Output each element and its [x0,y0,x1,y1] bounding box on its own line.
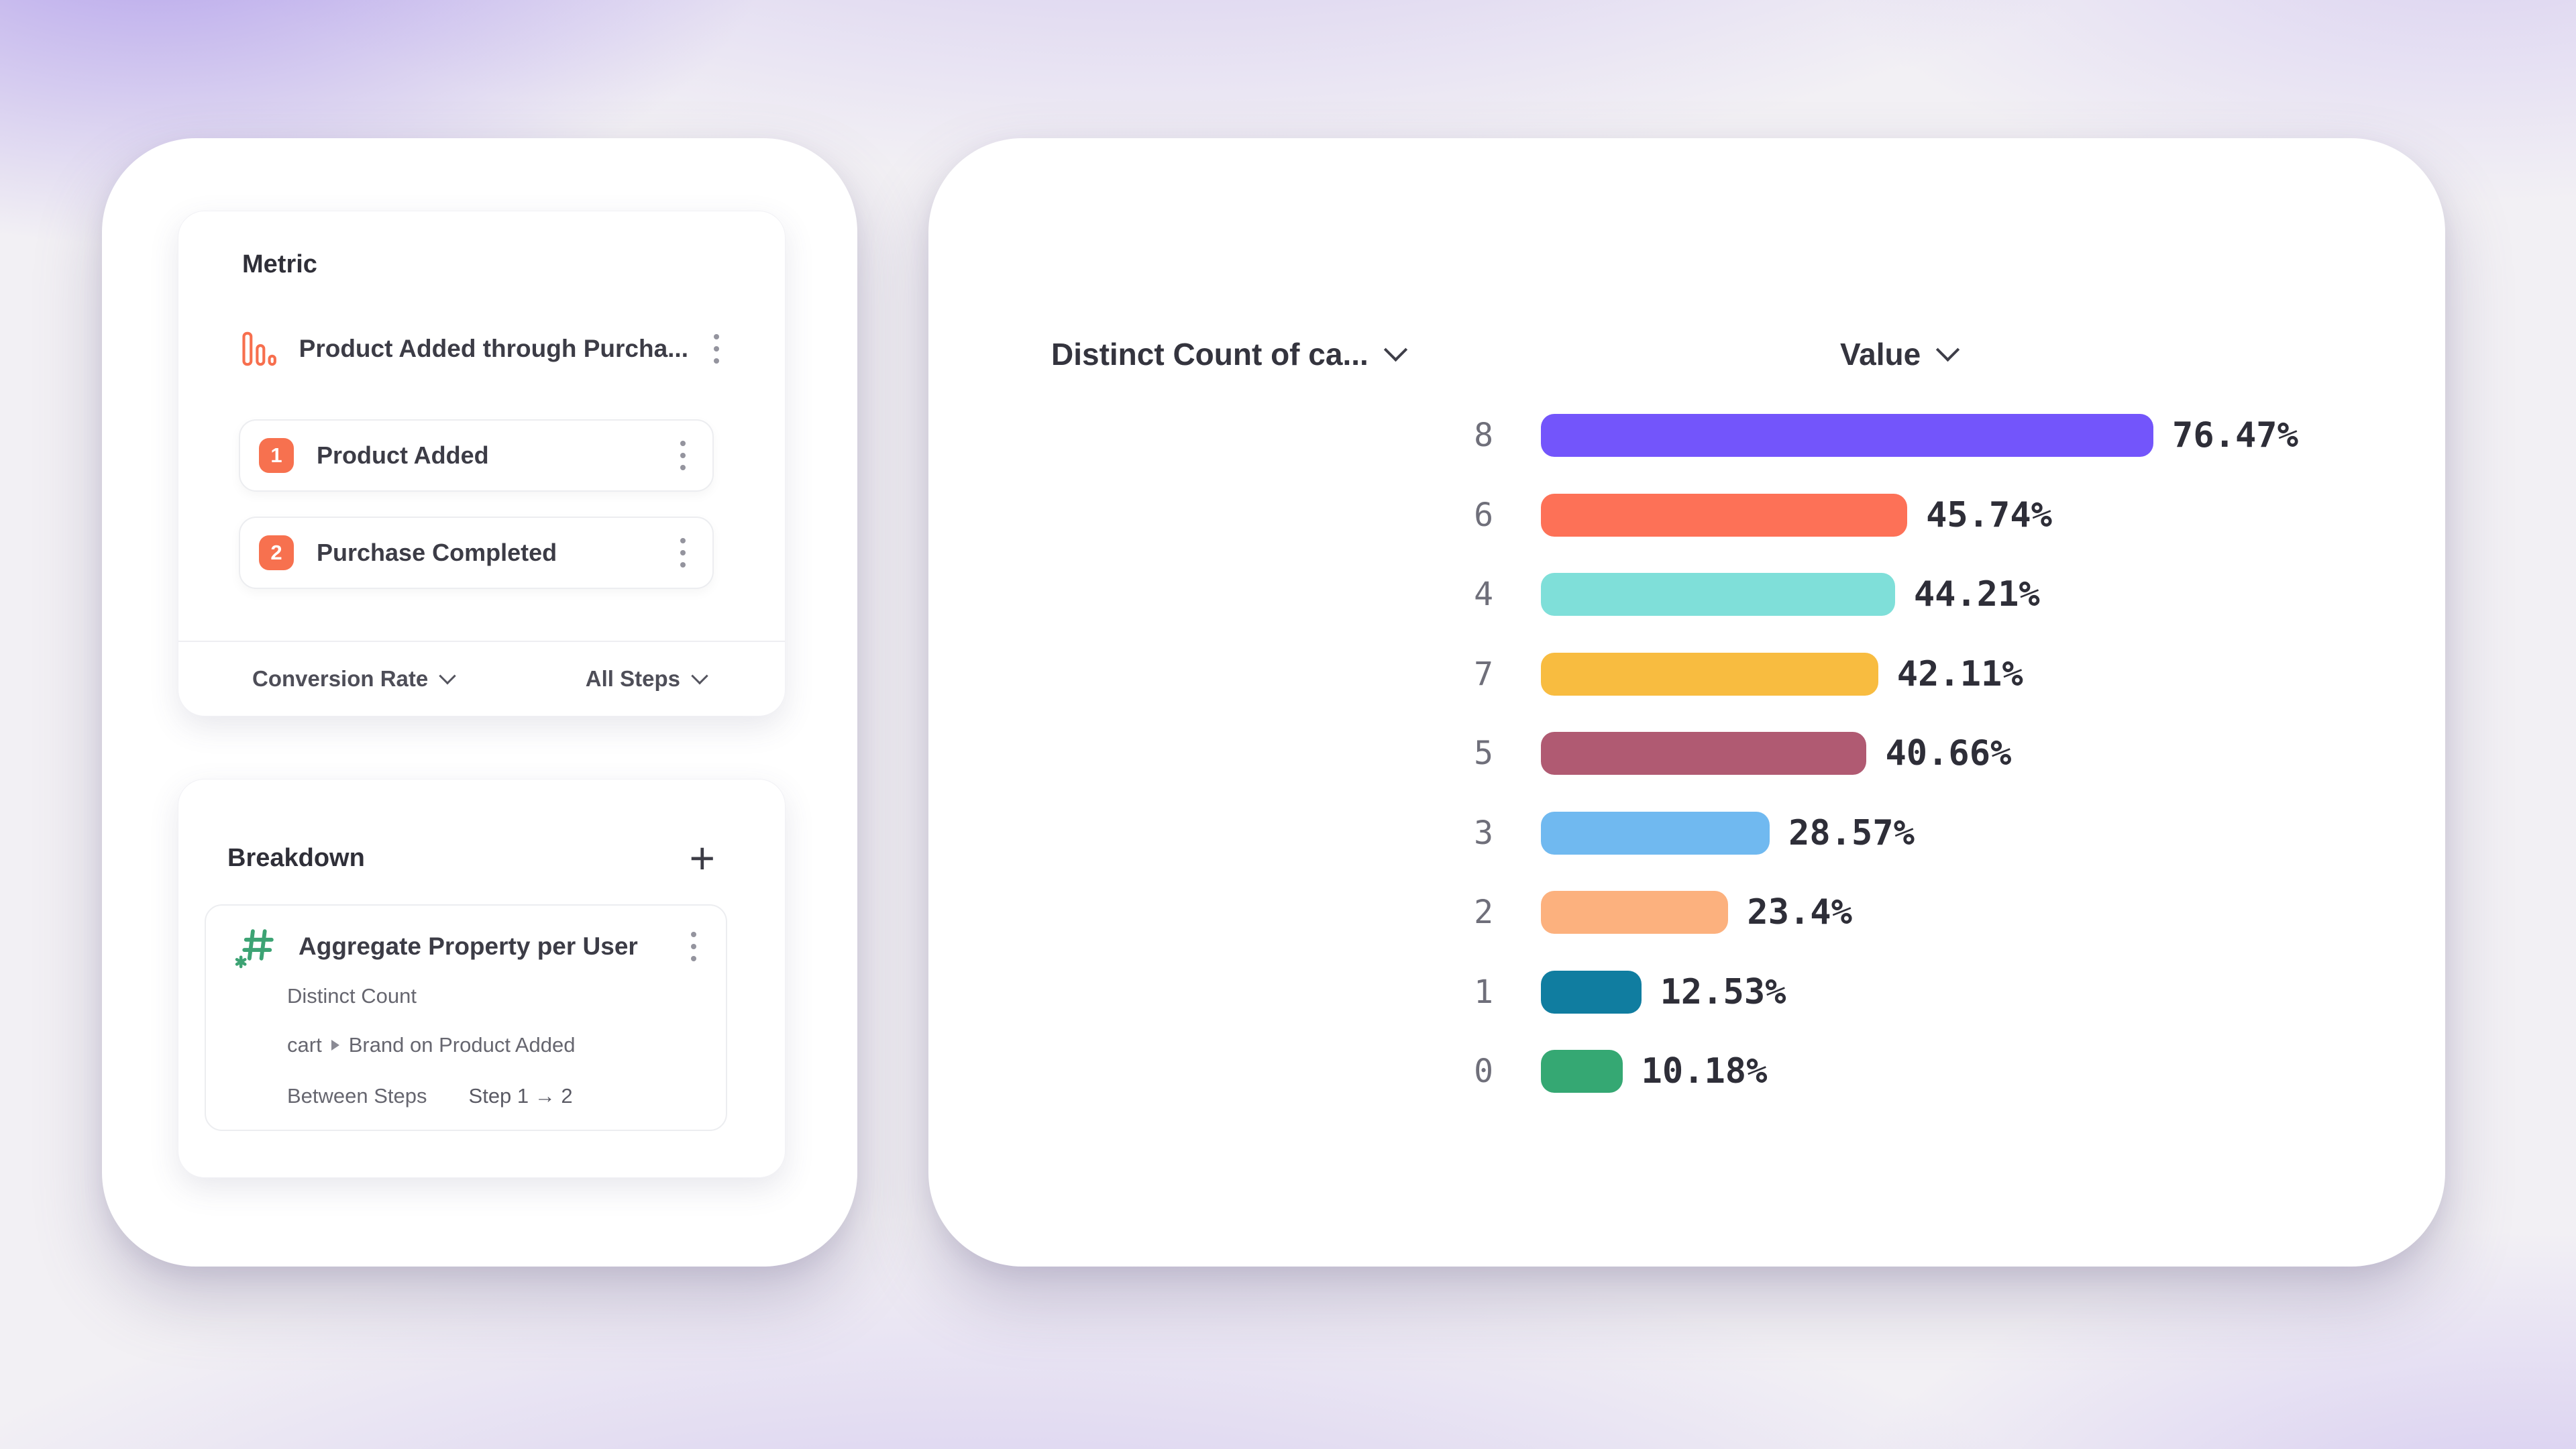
chart-bar[interactable] [1541,1050,1623,1093]
chart-bar-value: 76.47% [2172,415,2298,456]
between-steps-value: Step 1 → 2 [468,1084,573,1108]
chart-row-label: 0 [1474,1053,1493,1091]
breakdown-menu-icon[interactable] [686,926,702,967]
step-number-badge: 2 [259,535,294,570]
chart-row-label: 1 [1474,973,1493,1011]
chevron-down-icon [691,667,708,685]
chevron-down-icon [1383,337,1407,362]
chart-bar-value: 42.11% [1896,653,2023,694]
chart-row-label: 3 [1474,814,1493,852]
chart-row: 8 76.47% [928,396,2445,476]
aggregation-type: Distinct Count [287,984,417,1008]
chart-bar[interactable] [1541,732,1867,775]
all-steps-dropdown[interactable]: All Steps [586,666,708,692]
funnel-metric-row[interactable]: Product Added through Purcha... [242,324,724,374]
chart-bar-value: 12.53% [1660,971,1786,1012]
step-label: Product Added [317,441,489,469]
property-path: cart Brand on Product Added [287,1033,576,1057]
chart-bar-value: 44.21% [1913,574,2040,615]
breakdown-section-title: Breakdown [227,844,365,872]
chart-row: 0 10.18% [928,1032,2445,1112]
step-number-badge: 1 [259,438,294,473]
chart-row-label: 8 [1474,417,1493,455]
conversion-rate-dropdown[interactable]: Conversion Rate [252,666,456,692]
metric-section-title: Metric [242,250,317,278]
chart-bar-value: 40.66% [1885,733,2012,774]
chart-bar-value: 28.57% [1788,812,1915,853]
metric-footer-divider [178,641,785,642]
chart-row: 5 40.66% [928,714,2445,794]
breakdown-property-row: Aggregate Property per User [234,924,702,969]
funnel-metric-name: Product Added through Purcha... [299,335,688,362]
chart-bar[interactable] [1541,414,2154,458]
chart-panel: Distinct Count of ca... Value 8 76.47% 6 45… [928,138,2445,1267]
metric-section: Metric Product Added through Purcha... 1… [178,211,786,716]
metric-footer: Conversion Rate All Steps [252,642,708,716]
add-breakdown-button[interactable]: + [689,833,715,883]
breakdown-property-card[interactable]: Aggregate Property per User Distinct Cou… [205,904,727,1131]
chart-row-label: 6 [1474,496,1493,534]
chart-row: 7 42.11% [928,635,2445,714]
chart-row-label: 4 [1474,576,1493,614]
chart-row: 3 28.57% [928,794,2445,873]
chart-bar-value: 23.4% [1747,892,1852,933]
chart-row: 6 45.74% [928,476,2445,555]
chart-row-label: 5 [1474,735,1493,773]
chevron-down-icon [1936,337,1960,362]
arrow-right-icon [331,1040,339,1051]
chevron-down-icon [439,667,456,685]
query-builder-panel: Metric Product Added through Purcha... 1… [102,138,857,1267]
chart-bar-value: 45.74% [1926,494,2052,535]
step-label: Purchase Completed [317,539,557,566]
chart-bar[interactable] [1541,652,1878,696]
funnel-step-row[interactable]: 2 Purchase Completed [239,517,714,589]
between-steps-label: Between Steps [287,1084,427,1108]
numeric-hash-icon [235,929,274,969]
chart-bar[interactable] [1541,970,1642,1014]
step-menu-icon[interactable] [675,533,691,573]
funnel-bars-icon [242,331,276,366]
chart-row: 1 12.53% [928,953,2445,1032]
chart-bar[interactable] [1541,573,1895,616]
chart-bar-value: 10.18% [1641,1051,1768,1092]
breakdown-column-header[interactable]: Distinct Count of ca... [1051,336,1407,372]
chart-bar[interactable] [1541,493,1908,537]
value-column-header[interactable]: Value [1840,336,1960,372]
breakdown-section: Breakdown + Aggregate [178,779,786,1178]
step-menu-icon[interactable] [675,435,691,476]
chart-row-label: 7 [1474,655,1493,693]
chart-row: 4 44.21% [928,555,2445,635]
chart-row: 2 23.4% [928,873,2445,953]
funnel-metric-menu-icon[interactable] [708,329,724,369]
chart-bar[interactable] [1541,811,1770,855]
between-steps-row: Between Steps Step 1 → 2 [287,1084,573,1108]
funnel-step-row[interactable]: 1 Product Added [239,419,714,492]
chart-rows: 8 76.47% 6 45.74% 4 44.21% 7 42.11% 5 40.66% 3 28.5… [928,396,2445,1112]
chart-bar[interactable] [1541,891,1729,934]
breakdown-property-name: Aggregate Property per User [299,932,638,960]
chart-row-label: 2 [1474,894,1493,932]
